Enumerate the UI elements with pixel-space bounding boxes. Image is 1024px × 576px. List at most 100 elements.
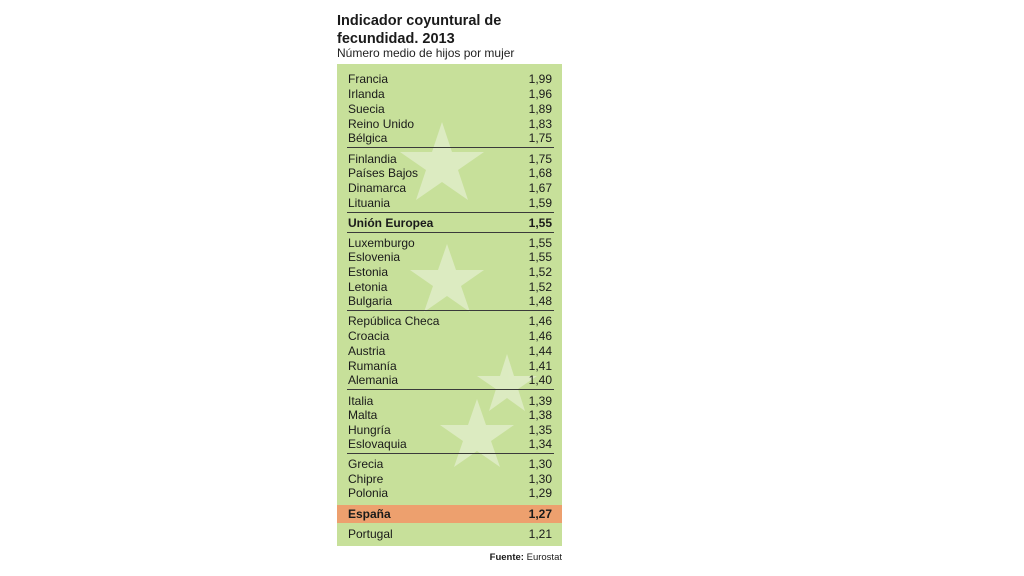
country-label: Eslovaquia xyxy=(348,437,407,451)
country-label: Croacia xyxy=(348,329,390,343)
fertility-value: 1,59 xyxy=(528,196,552,210)
table-row: Malta 1,38 xyxy=(347,408,554,423)
data-table-panel: Francia 1,99 Irlanda 1,96 Suecia 1,89 Reino Un… xyxy=(337,64,562,546)
fertility-value: 1,41 xyxy=(528,359,552,373)
country-label: Finlandia xyxy=(348,152,397,166)
fertility-value: 1,68 xyxy=(528,166,552,180)
table-row: Portugal 1,21 xyxy=(347,527,554,542)
table-row: Francia 1,99 xyxy=(347,72,554,87)
fertility-value: 1,40 xyxy=(528,373,552,387)
table-row: Eslovaquia 1,34 xyxy=(347,437,554,452)
group-divider xyxy=(347,310,554,311)
country-label: Polonia xyxy=(348,486,389,500)
fertility-value: 1,46 xyxy=(528,329,552,343)
eu-stars-watermark xyxy=(400,122,537,467)
table-row: España 1,27 xyxy=(347,507,554,522)
country-label: Rumanía xyxy=(348,359,397,373)
fertility-value: 1,48 xyxy=(528,294,552,308)
table-row: Italia 1,39 xyxy=(347,394,554,409)
fertility-value: 1,55 xyxy=(528,250,552,264)
fertility-value: 1,67 xyxy=(528,181,552,195)
fertility-value: 1,34 xyxy=(528,437,552,451)
fertility-value: 1,38 xyxy=(528,408,552,422)
fertility-value: 1,44 xyxy=(528,344,552,358)
star-shape xyxy=(440,399,514,467)
table-row: Croacia 1,46 xyxy=(347,329,554,344)
group-divider xyxy=(347,389,554,390)
country-label: Alemania xyxy=(348,373,399,387)
country-label: Estonia xyxy=(348,265,389,279)
table-row: República Checa 1,46 xyxy=(347,314,554,329)
source-text: Eurostat xyxy=(526,552,562,563)
star-shape xyxy=(477,354,537,411)
fertility-value: 1,46 xyxy=(528,314,552,328)
highlight-band xyxy=(337,505,562,523)
table-row: Suecia 1,89 xyxy=(347,102,554,117)
fertility-value: 1,55 xyxy=(528,236,552,250)
chart-subtitle: Número medio de hijos por mujer xyxy=(337,46,515,60)
table-row: Estonia 1,52 xyxy=(347,265,554,280)
fertility-value: 1,75 xyxy=(528,152,552,166)
country-label: Luxemburgo xyxy=(348,236,415,250)
group-divider xyxy=(347,212,554,213)
country-label: Reino Unido xyxy=(348,117,415,131)
table-row: Alemania 1,40 xyxy=(347,373,554,388)
fertility-value: 1,29 xyxy=(528,486,552,500)
table-row: Países Bajos 1,68 xyxy=(347,166,554,181)
fertility-value: 1,21 xyxy=(528,527,552,541)
star-shape xyxy=(410,244,484,312)
table-row: Bulgaria 1,48 xyxy=(347,294,554,309)
country-label: Letonia xyxy=(348,280,388,294)
table-row: Eslovenia 1,55 xyxy=(347,250,554,265)
table-row: Dinamarca 1,67 xyxy=(347,181,554,196)
fertility-value: 1,96 xyxy=(528,87,552,101)
table-row: Unión Europea 1,55 xyxy=(347,216,554,231)
table-row: Chipre 1,30 xyxy=(347,472,554,487)
chart-title: Indicador coyuntural de fecundidad. 2013 xyxy=(337,13,502,47)
fertility-value: 1,39 xyxy=(528,394,552,408)
fertility-value: 1,55 xyxy=(528,216,552,230)
country-label: Bélgica xyxy=(348,131,388,145)
fertility-value: 1,30 xyxy=(528,472,552,486)
group-divider xyxy=(347,147,554,148)
country-label: Unión Europea xyxy=(348,216,434,230)
table-row: Grecia 1,30 xyxy=(347,457,554,472)
fertility-value: 1,52 xyxy=(528,265,552,279)
table-row: Irlanda 1,96 xyxy=(347,87,554,102)
country-label: Países Bajos xyxy=(348,166,419,180)
fertility-value: 1,27 xyxy=(528,507,552,521)
country-label: Irlanda xyxy=(348,87,385,101)
table-row: Bélgica 1,75 xyxy=(347,131,554,146)
country-label: Austria xyxy=(348,344,386,358)
table-row: Reino Unido 1,83 xyxy=(347,117,554,132)
fertility-value: 1,99 xyxy=(528,72,552,86)
table-row: Luxemburgo 1,55 xyxy=(347,236,554,251)
fertility-value: 1,35 xyxy=(528,423,552,437)
country-label: Eslovenia xyxy=(348,250,401,264)
country-label: Grecia xyxy=(348,457,384,471)
fertility-value: 1,83 xyxy=(528,117,552,131)
country-label: Italia xyxy=(348,394,374,408)
group-divider xyxy=(347,453,554,454)
table-row: Letonia 1,52 xyxy=(347,280,554,295)
country-label: Hungría xyxy=(348,423,391,437)
fertility-value: 1,30 xyxy=(528,457,552,471)
table-row: Lituania 1,59 xyxy=(347,196,554,211)
table-row: Finlandia 1,75 xyxy=(347,152,554,167)
country-label: Malta xyxy=(348,408,378,422)
table-row: Polonia 1,29 xyxy=(347,486,554,501)
table-row: Austria 1,44 xyxy=(347,344,554,359)
country-label: Portugal xyxy=(348,527,393,541)
source-note: Fuente: Eurostat xyxy=(337,552,562,563)
country-label: Bulgaria xyxy=(348,294,393,308)
country-label: Dinamarca xyxy=(348,181,407,195)
group-divider xyxy=(347,232,554,233)
country-label: Suecia xyxy=(348,102,385,116)
table-row: Rumanía 1,41 xyxy=(347,359,554,374)
source-label: Fuente: xyxy=(489,552,524,563)
star-shape xyxy=(400,122,484,200)
country-label: Lituania xyxy=(348,196,391,210)
country-label: Chipre xyxy=(348,472,384,486)
country-label: República Checa xyxy=(348,314,440,328)
fertility-value: 1,89 xyxy=(528,102,552,116)
